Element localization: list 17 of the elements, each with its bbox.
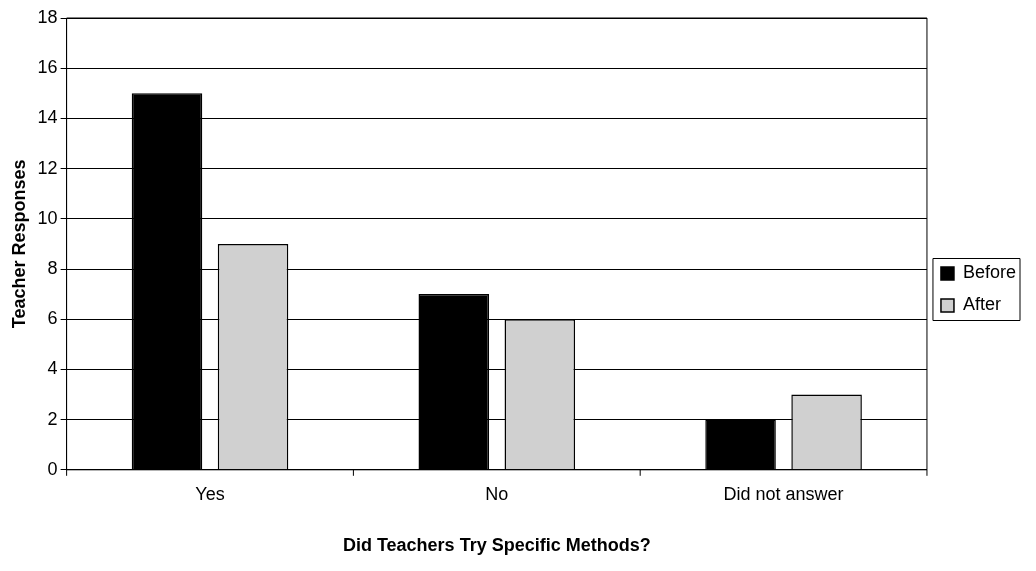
y-tick-label: 14 — [37, 107, 58, 128]
y-tick-label: 10 — [37, 207, 58, 228]
legend-label: After — [962, 294, 1001, 315]
y-tick-label: 2 — [47, 408, 58, 429]
y-axis-title: Teacher Responses — [8, 159, 29, 329]
x-axis-title: Did Teachers Try Specific Methods? — [342, 535, 651, 556]
y-tick-label: 18 — [37, 6, 58, 27]
x-tick-label: No — [485, 483, 509, 504]
x-tick-label: Yes — [195, 483, 225, 504]
x-tick-label: Did not answer — [723, 483, 844, 504]
y-tick-label: 12 — [37, 157, 58, 178]
y-tick-label: 4 — [47, 358, 58, 379]
y-tick-label: 8 — [47, 257, 58, 278]
y-tick-label: 16 — [37, 57, 58, 78]
y-tick-label: 0 — [47, 458, 58, 479]
legend-label: Before — [962, 262, 1017, 283]
y-tick-label: 6 — [47, 308, 58, 329]
